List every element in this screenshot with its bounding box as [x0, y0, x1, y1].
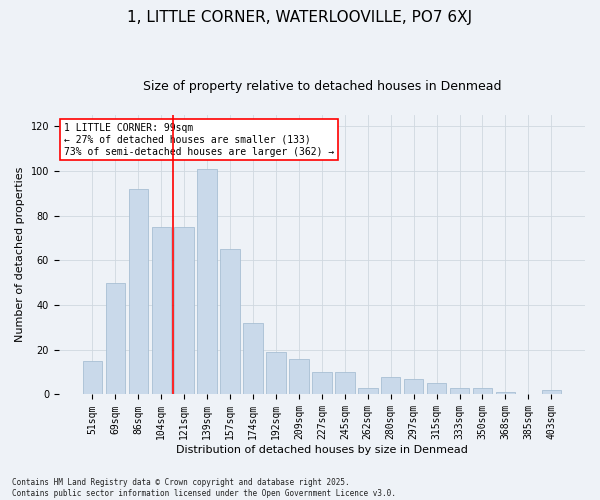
Bar: [496, 392, 515, 394]
Text: 1, LITTLE CORNER, WATERLOOVILLE, PO7 6XJ: 1, LITTLE CORNER, WATERLOOVILLE, PO7 6XJ: [127, 10, 473, 25]
Bar: [128, 189, 148, 394]
Bar: [220, 249, 240, 394]
Bar: [197, 168, 217, 394]
X-axis label: Distribution of detached houses by size in Denmead: Distribution of detached houses by size …: [176, 445, 468, 455]
Bar: [175, 227, 194, 394]
Bar: [106, 282, 125, 395]
Bar: [450, 388, 469, 394]
Text: Contains HM Land Registry data © Crown copyright and database right 2025.
Contai: Contains HM Land Registry data © Crown c…: [12, 478, 396, 498]
Bar: [244, 323, 263, 394]
Bar: [83, 361, 102, 394]
Bar: [404, 379, 424, 394]
Bar: [152, 227, 171, 394]
Bar: [335, 372, 355, 394]
Bar: [427, 384, 446, 394]
Bar: [289, 358, 308, 394]
Bar: [473, 388, 492, 394]
Bar: [358, 388, 377, 394]
Bar: [381, 376, 400, 394]
Bar: [312, 372, 332, 394]
Text: 1 LITTLE CORNER: 99sqm
← 27% of detached houses are smaller (133)
73% of semi-de: 1 LITTLE CORNER: 99sqm ← 27% of detached…: [64, 124, 334, 156]
Title: Size of property relative to detached houses in Denmead: Size of property relative to detached ho…: [143, 80, 501, 93]
Y-axis label: Number of detached properties: Number of detached properties: [15, 167, 25, 342]
Bar: [266, 352, 286, 395]
Bar: [542, 390, 561, 394]
